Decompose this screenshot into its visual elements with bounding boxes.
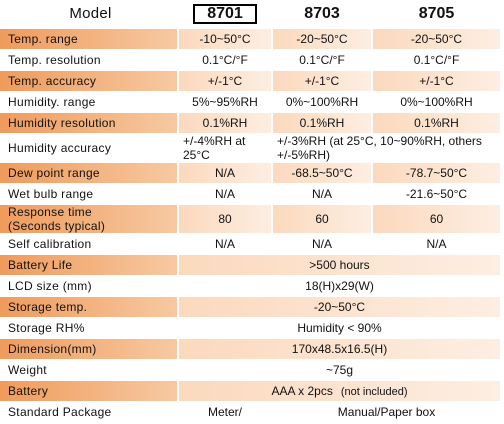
spec-row: Humidity accuracy +/-4%RH at 25°C +/-3%RH … xyxy=(0,133,500,163)
spec-row: LCD size (mm) 18(H)x29(W) xyxy=(0,275,500,297)
spec-row: Wet bulb range N/A N/A -21.6~50°C xyxy=(0,183,500,205)
spec-row: Temp. accuracy +/-1°C +/-1°C +/-1°C xyxy=(0,70,500,92)
value-cell: N/A xyxy=(177,162,272,184)
row-label: Dimension(mm) xyxy=(0,338,178,360)
value-cell: +/-3%RH (at 25°C, 10~90%RH, others +/-5%… xyxy=(271,133,500,163)
value-cell: +/-4%RH at 25°C xyxy=(177,133,272,163)
value-cell: 0%~100%RH xyxy=(271,91,372,113)
row-label: Temp. range xyxy=(0,28,178,50)
value-cell: N/A xyxy=(177,183,272,205)
spec-row: Standard Package Meter/Manual/Paper box xyxy=(0,401,500,423)
spec-row: Temp. range -10~50°C -20~50°C -20~50°C xyxy=(0,28,500,50)
note: (not included) xyxy=(340,385,408,398)
row-label: Humidity accuracy xyxy=(8,141,112,155)
value-cell: 0.1%RH xyxy=(177,112,272,134)
value-cell: 80 xyxy=(177,204,272,234)
value-cell: -20~50°C xyxy=(177,296,500,318)
row-label: Temp. resolution xyxy=(8,53,101,67)
value-cell: 0.1°C/°F xyxy=(177,49,272,71)
spec-row: Humidity resolution 0.1%RH 0.1%RH 0.1%RH xyxy=(0,112,500,134)
value-cell: 60 xyxy=(371,204,500,234)
row-label: Response time (Seconds typical) xyxy=(0,204,178,234)
value-cell: N/A xyxy=(177,233,272,255)
model-cell: 8701 xyxy=(177,0,272,29)
value-cell: N/A xyxy=(271,183,372,205)
spec-row: Response time (Seconds typical) 80 60 60 xyxy=(0,204,500,234)
value-cell: +/-1°C xyxy=(271,70,372,92)
spec-row: Storage temp. -20~50°C xyxy=(0,296,500,318)
value-cell: AAA x 2pcs (not included) xyxy=(177,380,500,402)
row-label: Humidity resolution xyxy=(0,112,178,134)
row-label: LCD size (mm) xyxy=(8,279,92,293)
value-cell: 170x48.5x16.5(H) xyxy=(177,338,500,360)
row-label: Battery xyxy=(0,380,178,402)
value-cell: 0.1°C/°F xyxy=(271,49,372,71)
value-cell: >500 hours xyxy=(177,254,500,276)
value-cell: N/A xyxy=(371,233,500,255)
row-label: Storage RH% xyxy=(8,321,85,335)
value-cell: 0%~100%RH xyxy=(371,91,500,113)
value-cell: -20~50°C xyxy=(371,28,500,50)
model-name: 8705 xyxy=(371,0,500,29)
value-text: AAA x 2pcs xyxy=(271,383,333,398)
row-label: Humidity. range xyxy=(8,95,96,109)
value-cell: 60 xyxy=(271,204,372,234)
row-label: Wet bulb range xyxy=(8,187,94,201)
value-cell: 5%~95%RH xyxy=(177,91,272,113)
spec-row: Dew point range N/A -68.5~50°C -78.7~50°C xyxy=(0,162,500,184)
spec-row: Battery AAA x 2pcs (not included) xyxy=(0,380,500,402)
spec-row: Temp. resolution 0.1°C/°F 0.1°C/°F 0.1°C/°F xyxy=(0,49,500,71)
row-label: Self calibration xyxy=(8,237,92,251)
row-label: Storage temp. xyxy=(0,296,178,318)
value-cell: 0.1%RH xyxy=(371,112,500,134)
value-cell: +/-1°C xyxy=(371,70,500,92)
spec-row: Humidity. range 5%~95%RH 0%~100%RH 0%~100%R… xyxy=(0,91,500,113)
row-label: Standard Package xyxy=(8,405,112,419)
value-cell: +/-1°C xyxy=(177,70,272,92)
row-label: Battery Life xyxy=(0,254,178,276)
value-cell: -68.5~50°C xyxy=(271,162,372,184)
spec-row: Self calibration N/A N/A N/A xyxy=(0,233,500,255)
value-cell: -20~50°C xyxy=(271,28,372,50)
value-cell: 0.1%RH xyxy=(271,112,372,134)
value-cell: -10~50°C xyxy=(177,28,272,50)
spec-row: Storage RH% Humidity < 90% xyxy=(0,317,500,339)
value-cell: -78.7~50°C xyxy=(371,162,500,184)
value-cell: ~75g xyxy=(177,359,500,381)
row-label: Temp. accuracy xyxy=(0,70,178,92)
model-name: 8703 xyxy=(271,0,372,29)
row-label: Weight xyxy=(8,363,47,377)
value-cell: 0.1°C/°F xyxy=(371,49,500,71)
header-label: Model xyxy=(69,5,112,22)
spec-row: Dimension(mm) 170x48.5x16.5(H) xyxy=(0,338,500,360)
value-cell: Manual/Paper box xyxy=(271,401,500,423)
header-row: Model 8701 8703 8705 xyxy=(0,0,500,29)
value-cell: Humidity < 90% xyxy=(177,317,500,339)
spec-row: Battery Life >500 hours xyxy=(0,254,500,276)
spec-row: Weight ~75g xyxy=(0,359,500,381)
value-cell: N/A xyxy=(271,233,372,255)
model-name: 8701 xyxy=(193,4,257,24)
row-label: Dew point range xyxy=(0,162,178,184)
value-cell: 18(H)x29(W) xyxy=(177,275,500,297)
value-cell: -21.6~50°C xyxy=(371,183,500,205)
value-cell: Meter/ xyxy=(177,401,272,423)
